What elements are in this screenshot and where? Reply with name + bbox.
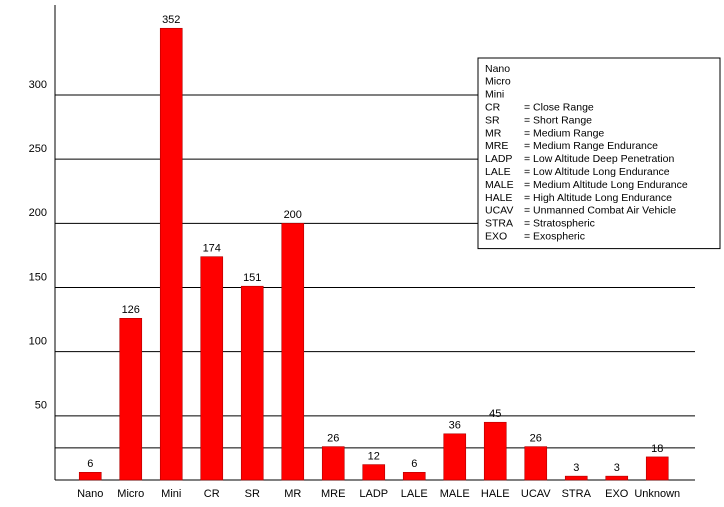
x-tick-label: UCAV: [521, 488, 551, 500]
legend-desc: = Exospheric: [524, 230, 585, 242]
x-tick-label: MRE: [321, 488, 345, 500]
bar: [362, 464, 386, 481]
data-label: 151: [243, 272, 261, 284]
data-label: 174: [203, 243, 221, 255]
legend-abbr: Mini: [485, 89, 504, 101]
bar: [443, 433, 467, 481]
legend-desc: = Medium Range Endurance: [524, 140, 658, 152]
bar: [402, 471, 426, 481]
x-tick-label: LALE: [401, 488, 428, 500]
bar: [605, 475, 629, 481]
x-tick-label: CR: [204, 488, 220, 500]
data-label: 200: [284, 209, 302, 221]
bar: [321, 446, 345, 481]
y-tick-label: 300: [29, 79, 47, 91]
data-label: 12: [368, 451, 380, 463]
legend-abbr: LADP: [485, 153, 512, 165]
data-label: 3: [573, 462, 579, 474]
legend-desc: = Stratospheric: [524, 218, 595, 230]
legend-abbr: HALE: [485, 192, 512, 204]
x-tick-label: Nano: [77, 488, 103, 500]
legend-abbr: Micro: [485, 76, 511, 88]
legend-desc: = Low Altitude Long Endurance: [524, 166, 670, 178]
y-tick-label: 100: [29, 336, 47, 348]
legend-desc: = Unmanned Combat Air Vehicle: [524, 205, 676, 217]
x-tick-label: HALE: [481, 488, 510, 500]
legend-abbr: MR: [485, 127, 502, 139]
legend-abbr: UCAV: [485, 205, 513, 217]
legend-abbr: STRA: [485, 218, 513, 230]
legend-abbr: MALE: [485, 179, 514, 191]
data-label: 18: [651, 443, 663, 455]
legend-abbr: CR: [485, 101, 501, 113]
bar: [200, 256, 224, 481]
bar: [645, 456, 669, 481]
bar: [159, 27, 183, 481]
data-label: 26: [327, 433, 339, 445]
data-label: 6: [411, 458, 417, 470]
legend-abbr: SR: [485, 114, 500, 126]
legend-abbr: EXO: [485, 230, 507, 242]
bar: [524, 446, 548, 481]
legend-abbr: LALE: [485, 166, 511, 178]
data-label: 352: [162, 14, 180, 26]
x-tick-label: Mini: [161, 488, 181, 500]
y-tick-label: 200: [29, 207, 47, 219]
y-tick-label: 150: [29, 271, 47, 283]
legend-abbr: Nano: [485, 63, 510, 75]
bar: [483, 421, 507, 481]
data-label: 45: [489, 408, 501, 420]
legend-desc: = Medium Altitude Long Endurance: [524, 179, 688, 191]
bar: [78, 471, 102, 481]
bar: [240, 285, 264, 481]
x-tick-label: Unknown: [634, 488, 680, 500]
x-tick-label: EXO: [605, 488, 629, 500]
bar: [564, 475, 588, 481]
bar: [281, 223, 305, 481]
legend-abbr: MRE: [485, 140, 508, 152]
y-tick-label: 50: [35, 400, 47, 412]
bar: [119, 317, 143, 481]
data-label: 26: [530, 433, 542, 445]
x-tick-label: LADP: [359, 488, 388, 500]
legend-box: [477, 57, 721, 250]
x-tick-label: MALE: [440, 488, 470, 500]
y-tick-label: 250: [29, 143, 47, 155]
data-label: 6: [87, 458, 93, 470]
x-tick-label: SR: [245, 488, 260, 500]
legend-desc: = Medium Range: [524, 127, 604, 139]
legend-desc: = Short Range: [524, 114, 592, 126]
legend-desc: = Close Range: [524, 101, 594, 113]
x-tick-label: Micro: [117, 488, 144, 500]
data-label: 126: [122, 304, 140, 316]
x-tick-label: STRA: [562, 488, 592, 500]
data-label: 3: [614, 462, 620, 474]
data-label: 36: [449, 420, 461, 432]
x-tick-label: MR: [284, 488, 301, 500]
legend-desc: = High Altitude Long Endurance: [524, 192, 672, 204]
legend-desc: = Low Altitude Deep Penetration: [524, 153, 674, 165]
